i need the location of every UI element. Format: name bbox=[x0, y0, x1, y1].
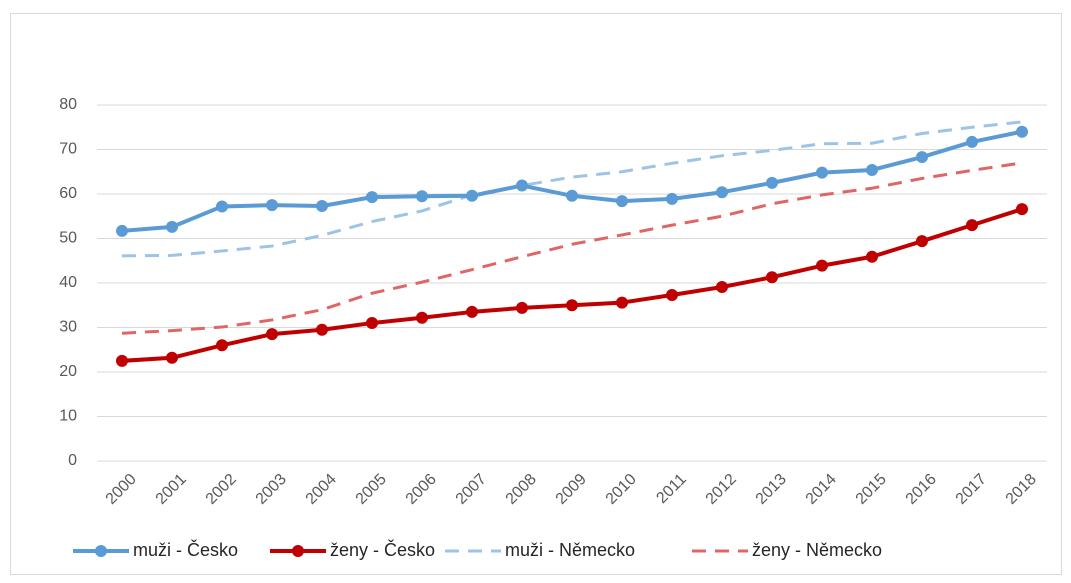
marker bbox=[1016, 125, 1028, 138]
marker bbox=[316, 323, 328, 336]
y-tick-label: 30 bbox=[59, 319, 77, 336]
legend-label: ženy - Německo bbox=[752, 540, 882, 560]
legend-marker bbox=[95, 545, 107, 557]
marker bbox=[1016, 203, 1028, 216]
marker bbox=[666, 192, 678, 205]
y-tick-label: 60 bbox=[59, 185, 77, 202]
y-tick-label: 10 bbox=[59, 408, 77, 425]
series-line bbox=[121, 161, 1023, 335]
marker bbox=[616, 195, 628, 208]
marker bbox=[666, 289, 678, 302]
marker bbox=[166, 220, 178, 233]
marker bbox=[766, 176, 778, 189]
marker bbox=[966, 135, 978, 148]
marker bbox=[216, 200, 228, 213]
y-tick-label: 20 bbox=[59, 363, 77, 380]
marker bbox=[516, 301, 528, 314]
marker bbox=[116, 224, 128, 237]
marker bbox=[916, 151, 928, 164]
marker bbox=[766, 271, 778, 284]
chart-frame bbox=[10, 13, 1062, 575]
series-line bbox=[121, 120, 1023, 258]
marker bbox=[116, 354, 128, 367]
legend-label: muži - Česko bbox=[133, 539, 238, 560]
marker bbox=[416, 190, 428, 203]
marker bbox=[466, 305, 478, 318]
marker bbox=[516, 179, 528, 192]
marker bbox=[266, 328, 278, 341]
marker bbox=[816, 259, 828, 272]
marker bbox=[966, 219, 978, 232]
y-tick-label: 50 bbox=[59, 230, 77, 247]
y-tick-label: 40 bbox=[59, 274, 77, 291]
marker bbox=[566, 299, 578, 312]
marker bbox=[866, 250, 878, 263]
marker bbox=[816, 166, 828, 179]
marker bbox=[616, 296, 628, 309]
marker bbox=[166, 351, 178, 364]
marker bbox=[266, 199, 278, 212]
marker bbox=[416, 311, 428, 324]
legend-marker bbox=[292, 545, 304, 557]
y-tick-label: 0 bbox=[68, 452, 77, 469]
marker bbox=[566, 189, 578, 202]
marker bbox=[466, 189, 478, 202]
marker bbox=[716, 186, 728, 199]
y-tick-label: 70 bbox=[59, 141, 77, 158]
marker bbox=[866, 163, 878, 176]
y-tick-label: 80 bbox=[59, 96, 77, 113]
marker bbox=[216, 339, 228, 352]
legend-label: ženy - Česko bbox=[330, 539, 435, 560]
marker bbox=[366, 317, 378, 330]
marker bbox=[316, 200, 328, 213]
legend-label: muži - Německo bbox=[505, 540, 635, 560]
legend: muži - Česko ženy - Česko muži - Německo že… bbox=[73, 539, 882, 560]
marker bbox=[916, 235, 928, 248]
marker bbox=[366, 191, 378, 204]
marker bbox=[716, 281, 728, 294]
